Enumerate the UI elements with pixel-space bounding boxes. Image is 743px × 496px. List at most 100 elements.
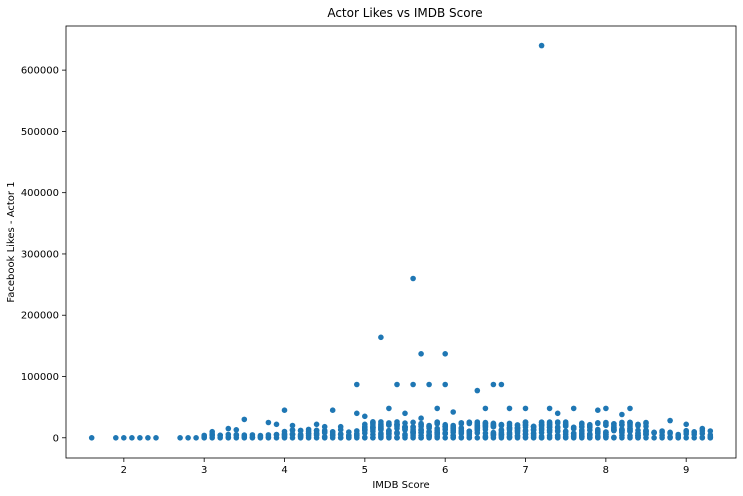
data-point (337, 423, 344, 430)
data-point (346, 432, 352, 439)
data-point (410, 419, 416, 426)
data-point (546, 420, 553, 427)
data-point (386, 422, 392, 428)
data-point (305, 428, 312, 435)
data-point (426, 381, 432, 388)
data-point (474, 430, 481, 436)
data-point (442, 351, 449, 357)
data-point (402, 431, 408, 438)
data-point (289, 431, 296, 437)
y-tick-label: 600000 (21, 66, 59, 77)
data-point (442, 381, 449, 388)
data-point (603, 419, 609, 426)
data-point (595, 433, 601, 440)
data-point (635, 423, 641, 429)
chart-title: Actor Likes vs IMDB Score (327, 6, 482, 20)
x-axis-label: IMDB Score (372, 480, 429, 491)
data-point (434, 425, 441, 432)
data-point (378, 433, 384, 440)
data-point (265, 432, 272, 438)
data-point (699, 434, 706, 441)
data-point (305, 433, 312, 439)
data-point (538, 433, 545, 440)
data-point (466, 430, 473, 436)
data-point (675, 434, 681, 441)
data-point (546, 427, 553, 434)
data-point (627, 405, 633, 412)
data-point (354, 381, 360, 388)
data-point (498, 427, 505, 433)
data-point (707, 428, 714, 434)
data-point (225, 425, 232, 432)
data-point (603, 433, 609, 440)
data-point (129, 435, 135, 441)
data-point (185, 435, 191, 441)
data-point (514, 428, 521, 434)
data-point (313, 430, 320, 437)
y-axis-label: Facebook Likes - Actor 1 (6, 181, 17, 302)
data-point (699, 425, 706, 432)
data-point (707, 432, 714, 438)
data-point (498, 381, 505, 388)
data-point (458, 420, 465, 427)
data-point (643, 427, 649, 434)
x-tick-label: 4 (281, 465, 287, 476)
data-point (201, 433, 207, 440)
data-point (410, 433, 416, 439)
data-point (418, 434, 424, 441)
data-point (562, 428, 569, 435)
data-point (667, 417, 673, 424)
data-point (579, 434, 585, 440)
data-point (233, 427, 240, 433)
data-point (474, 426, 481, 432)
data-point (466, 419, 473, 426)
data-point (329, 407, 336, 414)
data-point (514, 422, 521, 429)
data-point (579, 424, 585, 430)
data-point (394, 434, 400, 441)
data-point (579, 428, 585, 435)
data-point (570, 405, 577, 412)
data-point (506, 425, 513, 432)
data-point (281, 407, 288, 414)
data-point (603, 429, 609, 435)
data-point (394, 425, 400, 432)
y-axis-ticks: 0 100000 200000 300000 400000 500000 600000 (21, 66, 66, 444)
data-point (498, 422, 505, 429)
data-point (297, 427, 304, 434)
data-point (402, 410, 408, 417)
data-point (265, 419, 272, 426)
x-tick-label: 3 (201, 465, 207, 476)
data-point (418, 420, 424, 427)
data-point (595, 407, 601, 414)
data-point (370, 424, 376, 430)
data-point (619, 428, 625, 435)
data-point (394, 381, 400, 388)
data-point (410, 381, 416, 388)
data-point (217, 432, 223, 439)
data-point (370, 428, 376, 435)
data-point (514, 433, 521, 439)
data-point (474, 435, 481, 441)
data-point (450, 429, 457, 436)
data-point (193, 435, 199, 441)
data-point (619, 419, 625, 426)
data-point (378, 423, 384, 430)
data-point (241, 416, 248, 423)
data-point (257, 434, 264, 440)
data-point (410, 426, 416, 432)
data-point (418, 351, 424, 357)
data-point (209, 428, 215, 435)
x-axis-ticks: 2 3 4 5 6 7 8 9 (121, 458, 689, 476)
data-point (370, 434, 376, 441)
data-point (434, 419, 441, 426)
data-point (321, 434, 328, 440)
data-point (691, 429, 697, 436)
data-point (418, 415, 424, 422)
data-point (482, 420, 489, 427)
data-point (530, 423, 537, 430)
data-point (506, 431, 513, 437)
data-point (426, 431, 432, 438)
data-point (651, 429, 657, 436)
x-tick-label: 2 (121, 465, 127, 476)
